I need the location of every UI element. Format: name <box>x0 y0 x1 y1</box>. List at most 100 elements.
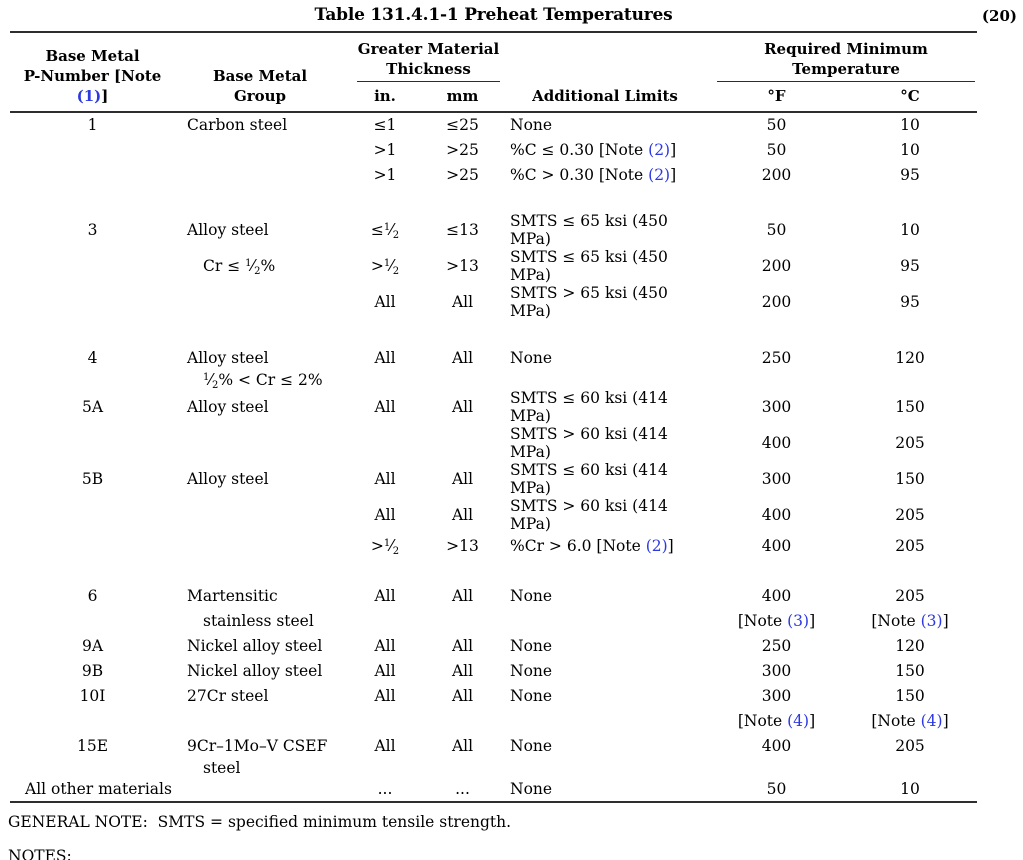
cell-group: 1⁄2% < Cr ≤ 2% <box>203 370 323 391</box>
cell-additional-limits: %Cr > 6.0 [Note (2)] <box>510 536 674 555</box>
cell-p-number <box>10 162 175 187</box>
cell-p-number: 9A <box>81 636 104 655</box>
cell-additional-limits <box>500 608 710 633</box>
note-ref-link[interactable]: (3) <box>920 611 943 630</box>
cell-temp-c <box>843 758 977 777</box>
cell-temp-c <box>843 370 977 389</box>
table-footer: GENERAL NOTE: SMTS = specified minimum t… <box>8 812 1023 860</box>
cell-material: All other materials <box>25 780 172 798</box>
table-row: 9A Nickel alloy steel All All None 250 120 <box>10 633 977 658</box>
col-header-mm: mm <box>446 87 479 105</box>
cell-group: Alloy steel <box>187 470 269 488</box>
cell-thickness-in: All <box>374 398 396 416</box>
table-row: >1 >25 %C > 0.30 [Note (2)] 200 95 <box>10 162 977 187</box>
cell-additional-limits: SMTS ≤ 60 ksi (414 MPa) <box>510 461 668 497</box>
table-row: 10I 27Cr steel All All None 300 150 <box>10 683 977 708</box>
cell-thickness-in: All <box>374 736 396 755</box>
cell-thickness-in: All <box>374 470 396 488</box>
table-row: 5A Alloy steel All All SMTS ≤ 60 ksi (414 MP… <box>10 389 977 425</box>
cell-temp-c: 95 <box>900 165 920 184</box>
spacer-row <box>10 320 977 345</box>
table-row: 6 Martensitic All All None 400 205 <box>10 583 977 608</box>
cell-thickness-mm: All <box>451 398 474 416</box>
cell-p-number <box>10 248 175 284</box>
cell-thickness-mm: ≤25 <box>446 116 479 134</box>
cell-p-number: 4 <box>87 348 98 367</box>
note-ref-link[interactable]: (4) <box>787 711 810 730</box>
cell-additional-limits: None <box>510 348 553 367</box>
cell-temp-c: 205 <box>895 586 925 605</box>
cell-temp-f: 250 <box>761 636 792 655</box>
table-row: All other materials...... None 50 10 <box>10 777 977 802</box>
cell-additional-limits <box>500 758 710 777</box>
cell-group: stainless steel <box>203 611 314 630</box>
table-row: 3 Alloy steel ≤1⁄2 ≤13 SMTS ≤ 65 ksi (450 MP… <box>10 212 977 248</box>
table-row: stainless steel [Note (3)] [Note (3)] <box>10 608 977 633</box>
cell-additional-limits: SMTS > 60 ksi (414 MPa) <box>510 425 668 461</box>
cell-additional-limits: SMTS > 60 ksi (414 MPa) <box>510 497 668 533</box>
note-ref-link[interactable]: (2) <box>645 536 668 555</box>
cell-temp-c: 95 <box>900 293 920 311</box>
cell-p-number: 15E <box>76 736 109 755</box>
cell-additional-limits: None <box>510 686 553 705</box>
cell-temp-f: 400 <box>761 586 792 605</box>
table-row: 5B Alloy steel All All SMTS ≤ 60 ksi (414 MP… <box>10 461 977 497</box>
cell-additional-limits: None <box>510 636 553 655</box>
note-ref-link[interactable]: (2) <box>648 165 671 184</box>
cell-p-number <box>10 425 175 461</box>
col-header-thickness-group: Greater Material Thickness in. mm <box>345 32 500 113</box>
cell-group: Nickel alloy steel <box>187 661 323 680</box>
col-header-p-number: Base Metal P-Number [Note (1)] <box>10 32 175 113</box>
note-ref-link[interactable]: (1) <box>76 87 102 105</box>
cell-thickness-mm: >13 <box>446 257 479 275</box>
cell-group: Martensitic <box>187 586 278 605</box>
cell-thickness-in: >1⁄2 <box>370 257 400 277</box>
col-header-in: in. <box>374 87 396 105</box>
cell-group: steel <box>203 758 241 777</box>
table-title-bar: Table 131.4.1-1 Preheat Temperatures <box>10 0 977 31</box>
cell-p-number: 5A <box>81 398 104 416</box>
note-ref-link[interactable]: (3) <box>787 611 810 630</box>
cell-thickness-in: ... <box>377 780 393 798</box>
cell-group <box>175 533 345 558</box>
spacer-row <box>10 558 977 583</box>
table-row: All All SMTS > 60 ksi (414 MPa) 400 205 <box>10 497 977 533</box>
table-row: Cr ≤ 1⁄2% >1⁄2 >13 SMTS ≤ 65 ksi (450 MPa) 2… <box>10 248 977 284</box>
note-ref-link[interactable]: (4) <box>920 711 943 730</box>
cell-thickness-mm: ... <box>455 780 470 798</box>
cell-temp-c: 10 <box>900 116 920 134</box>
cell-thickness-mm: All <box>451 348 474 367</box>
cell-temp-f <box>710 370 843 389</box>
cell-temp-c: 205 <box>895 736 925 755</box>
cell-thickness-in: All <box>374 506 396 524</box>
cell-thickness-mm <box>425 708 500 733</box>
cell-thickness-mm: >13 <box>446 536 479 555</box>
table-row: steel <box>10 758 977 777</box>
table-row: >1⁄2 >13 %Cr > 6.0 [Note (2)] 400 205 <box>10 533 977 558</box>
table-row: 4 Alloy steel All All None 250 120 <box>10 345 977 370</box>
cell-thickness-mm <box>425 758 500 777</box>
cell-temp-f: 400 <box>761 434 792 452</box>
cell-temp-c: 120 <box>895 348 925 367</box>
cell-p-number: 10I <box>79 686 106 705</box>
cell-group <box>175 162 345 187</box>
note-ref-link[interactable]: (2) <box>648 140 671 159</box>
cell-thickness-mm: All <box>451 293 474 311</box>
cell-temp-c: 120 <box>895 636 925 655</box>
cell-temp-f <box>710 758 843 777</box>
cell-thickness-in: All <box>374 686 396 705</box>
cell-group: Cr ≤ 1⁄2% <box>203 257 276 277</box>
edition-tag: (20) <box>981 7 1017 25</box>
cell-temp-f: 200 <box>761 165 792 184</box>
table-row: SMTS > 60 ksi (414 MPa) 400 205 <box>10 425 977 461</box>
cell-p-number: 9B <box>81 661 104 680</box>
cell-additional-limits: None <box>510 116 553 134</box>
cell-p-number <box>10 284 175 320</box>
cell-group <box>175 137 345 162</box>
cell-thickness-in: >1 <box>373 165 397 184</box>
cell-temp-c: 205 <box>895 536 925 555</box>
cell-thickness-mm: >25 <box>446 140 479 159</box>
cell-thickness-in: All <box>374 636 396 655</box>
cell-temp-f: [Note (3)] <box>737 611 816 630</box>
table-row: 9B Nickel alloy steel All All None 300 150 <box>10 658 977 683</box>
